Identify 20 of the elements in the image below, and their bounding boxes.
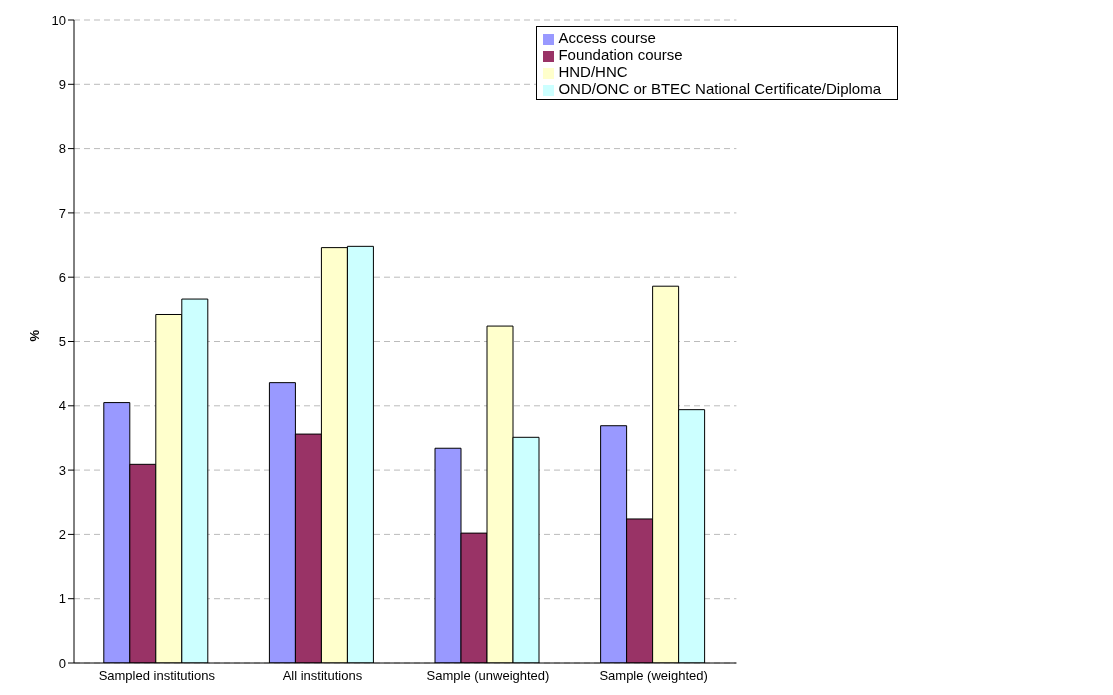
y-tick-label: 10 [51, 12, 66, 28]
y-tick-label: 8 [58, 141, 66, 157]
y-tick-label: 1 [58, 591, 66, 607]
legend-label: Access course [558, 29, 656, 46]
legend-label: Foundation course [558, 46, 683, 63]
y-axis-title: % [26, 329, 42, 342]
y-tick-label: 5 [58, 334, 66, 350]
legend-label: HND/HNC [558, 63, 628, 80]
x-tick-label: Sampled institutions [98, 668, 216, 684]
y-tick-label: 3 [58, 462, 66, 478]
x-tick-label: All institutions [282, 668, 363, 684]
x-tick-label: Sample (unweighted) [426, 668, 550, 684]
y-tick-label: 9 [58, 76, 66, 92]
x-tick-label: Sample (weighted) [599, 668, 708, 684]
y-tick-label: 4 [58, 398, 66, 414]
y-tick-label: 0 [58, 655, 66, 671]
legend-label: OND/ONC or BTEC National Certificate/Diploma [558, 80, 881, 97]
y-tick-label: 2 [58, 527, 66, 543]
y-tick-label: 7 [58, 205, 66, 221]
y-tick-label: 6 [58, 269, 66, 285]
